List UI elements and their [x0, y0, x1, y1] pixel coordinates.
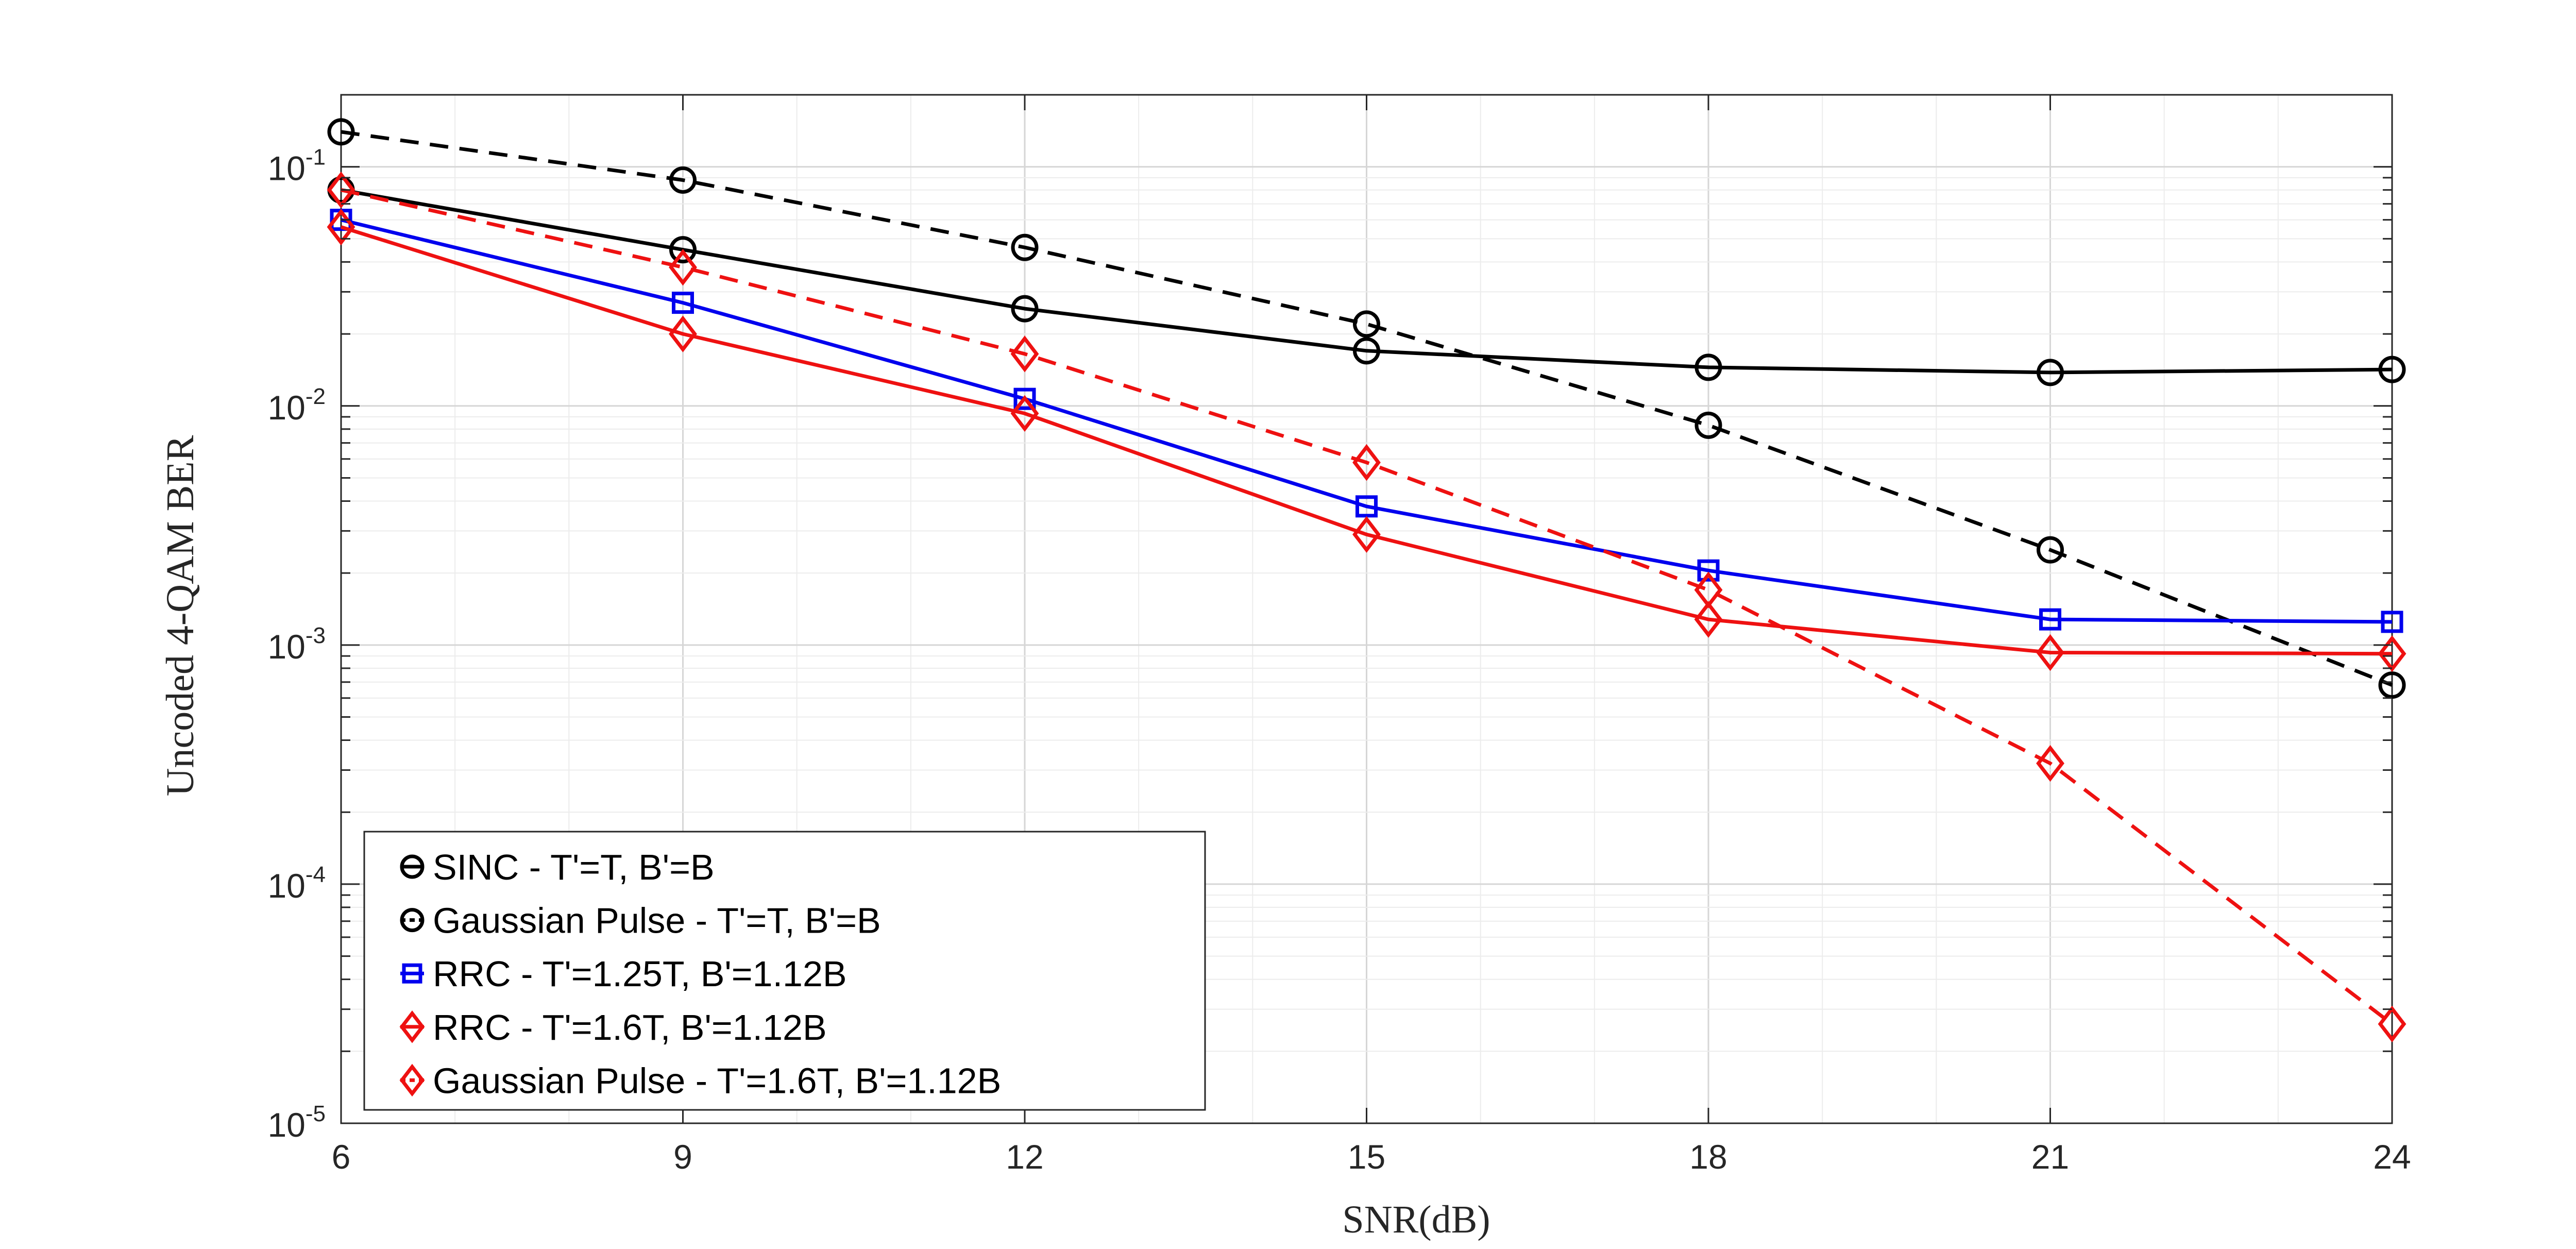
legend-entry-label: Gaussian Pulse - T'=T, B'=B	[433, 901, 881, 941]
data-point	[1694, 411, 1722, 439]
data-point	[669, 249, 697, 286]
series-line	[341, 188, 2394, 1026]
data-point	[1010, 395, 1039, 432]
series-RRC - T'=1.25T, B'=1.12B	[330, 209, 2403, 633]
legend-marker	[402, 963, 422, 984]
data-point	[2378, 1005, 2406, 1043]
legend-entry-label: RRC - T'=1.6T, B'=1.12B	[433, 1007, 827, 1048]
data-point	[1694, 353, 1722, 381]
y-axis-label: Uncoded 4-QAM BER	[159, 435, 202, 796]
x-tick-label: 18	[1689, 1138, 1727, 1176]
data-point	[1352, 516, 1381, 553]
data-point	[1694, 601, 1723, 638]
legend-entry-label: RRC - T'=1.25T, B'=1.12B	[433, 954, 847, 994]
data-point	[327, 172, 355, 209]
x-tick-label: 24	[2373, 1138, 2411, 1176]
data-point	[1697, 559, 1720, 582]
data-point	[669, 236, 697, 264]
y-tick-label: 10-2	[267, 384, 326, 427]
data-point	[669, 315, 697, 352]
series-Gaussian Pulse - T'=T, B'=B	[327, 118, 2406, 699]
y-tick-label: 10-5	[267, 1101, 326, 1144]
data-point	[2381, 611, 2403, 633]
data-point	[1355, 495, 1378, 518]
x-tick-label: 6	[332, 1138, 351, 1176]
legend: SINC - T'=T, B'=B Gaussian Pulse - T'=T, …	[363, 831, 1206, 1111]
data-point	[2037, 536, 2064, 564]
x-tick-label: 15	[1348, 1138, 1385, 1176]
y-tick-label: 10-1	[267, 145, 326, 188]
y-tick-label: 10-4	[267, 862, 326, 905]
legend-entry-label: SINC - T'=T, B'=B	[433, 847, 715, 887]
data-point	[2378, 635, 2406, 672]
data-point	[1011, 295, 1039, 323]
data-point	[1352, 444, 1381, 481]
legend-marker	[399, 1064, 425, 1097]
x-tick-label: 21	[2031, 1138, 2069, 1176]
x-tick-label: 12	[1006, 1138, 1043, 1176]
ticks-group: 6 9 12 15 18 21 24 10-5 10-4 10-3 10-2 10-1	[267, 94, 2411, 1176]
legend-box	[363, 831, 1206, 1111]
data-point	[669, 166, 697, 194]
series-line	[340, 225, 2393, 656]
legend-marker	[400, 854, 425, 879]
data-point	[327, 208, 355, 246]
legend-marker	[400, 908, 425, 933]
data-point	[1011, 233, 1039, 261]
data-point	[2036, 745, 2064, 782]
data-point	[1353, 310, 1380, 338]
data-point	[2378, 671, 2406, 699]
data-point	[672, 292, 694, 314]
data-point	[2037, 359, 2064, 386]
x-axis-label: SNR(dB)	[1342, 1198, 1490, 1241]
series-Gaussian Pulse - T'=1.6T, B'=1.12B	[327, 172, 2406, 1043]
series-line	[341, 130, 2393, 687]
data-point	[1013, 387, 1036, 410]
data-point	[2039, 608, 2061, 631]
x-tick-label: 9	[673, 1138, 692, 1176]
y-tick-label: 10-3	[267, 623, 326, 666]
data-point	[1694, 571, 1723, 609]
data-point	[327, 118, 355, 146]
series-group	[327, 118, 2406, 1043]
data-point	[1010, 335, 1039, 373]
data-point	[2036, 634, 2064, 671]
data-point	[1353, 337, 1380, 365]
series-RRC - T'=1.6T, B'=1.12B	[327, 208, 2406, 672]
legend-entry-label: Gaussian Pulse - T'=1.6T, B'=1.12B	[433, 1060, 1001, 1101]
legend-marker	[399, 1010, 425, 1043]
series-line	[341, 218, 2393, 624]
data-point	[2378, 356, 2406, 383]
